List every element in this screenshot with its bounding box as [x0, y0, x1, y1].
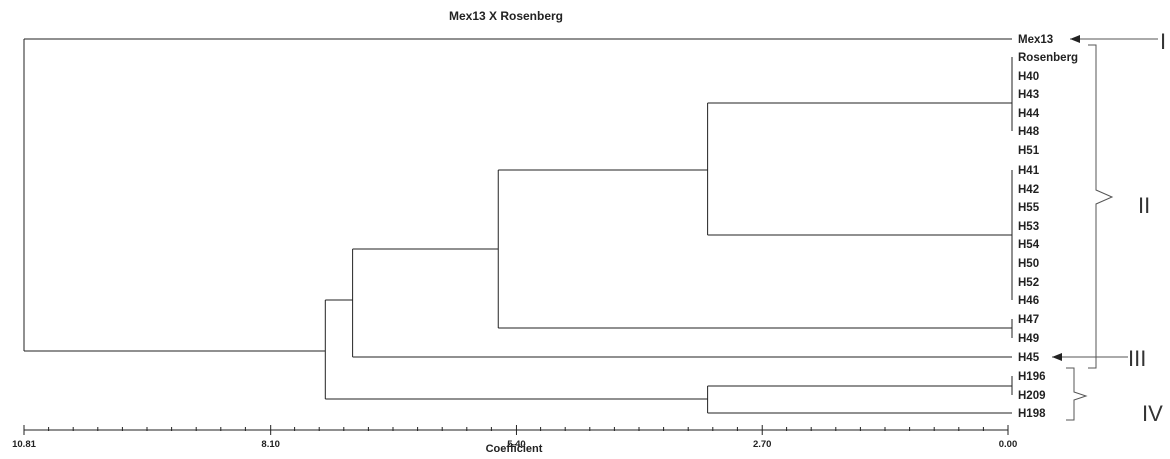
leaf-label: H55	[1018, 202, 1040, 214]
x-axis-label: Coefficient	[486, 443, 543, 455]
leaf-label: H209	[1018, 390, 1046, 402]
x-axis-tick-label: 10.81	[12, 439, 36, 450]
leaf-label: H198	[1018, 408, 1046, 420]
leaf-label: H44	[1018, 108, 1040, 120]
leaf-label: H53	[1018, 221, 1039, 233]
leaf-label: Rosenberg	[1018, 52, 1078, 64]
group-annotations: I II III IV	[1052, 29, 1166, 426]
group-iv-brace	[1066, 367, 1088, 421]
leaf-label: H196	[1018, 371, 1046, 383]
dendrogram-tree	[23, 38, 1013, 414]
leaf-label: Mex13	[1018, 34, 1053, 46]
x-axis: 10.81 8.10 5.40 2.70 0.00 Coefficient	[12, 425, 1017, 455]
leaf-label: H48	[1018, 126, 1040, 138]
leaf-label: H54	[1018, 239, 1040, 251]
leaf-label: H46	[1018, 295, 1039, 307]
leaf-label: H52	[1018, 277, 1039, 289]
chart-title: Mex13 X Rosenberg	[449, 9, 563, 23]
leaf-label: H41	[1018, 165, 1040, 177]
leaf-label: H51	[1018, 145, 1040, 157]
leaf-label: H47	[1018, 314, 1039, 326]
group-i-arrowhead	[1070, 35, 1080, 43]
group-iii-arrowhead	[1052, 353, 1062, 361]
x-axis-tick-label: 5.40	[507, 439, 526, 450]
leaf-label: H43	[1018, 89, 1039, 101]
leaf-label: H40	[1018, 71, 1039, 83]
x-axis-tick-label: 0.00	[999, 439, 1018, 450]
leaf-label: H45	[1018, 352, 1040, 364]
group-label-ii: II	[1138, 193, 1150, 218]
leaf-label: H49	[1018, 333, 1039, 345]
group-ii-brace	[1088, 44, 1114, 369]
x-axis-tick-label: 2.70	[753, 439, 772, 450]
x-axis-ticks: 10.81 8.10 5.40 2.70 0.00	[12, 425, 1017, 450]
group-label-i: I	[1160, 29, 1166, 54]
x-axis-tick-label: 8.10	[261, 439, 280, 450]
group-label-iii: III	[1128, 346, 1146, 371]
leaf-labels: Mex13 Rosenberg H40 H43 H44 H48 H51 H41 H42 H55 H5…	[1018, 34, 1078, 420]
group-label-iv: IV	[1142, 401, 1163, 426]
leaf-label: H50	[1018, 258, 1039, 270]
leaf-label: H42	[1018, 184, 1039, 196]
